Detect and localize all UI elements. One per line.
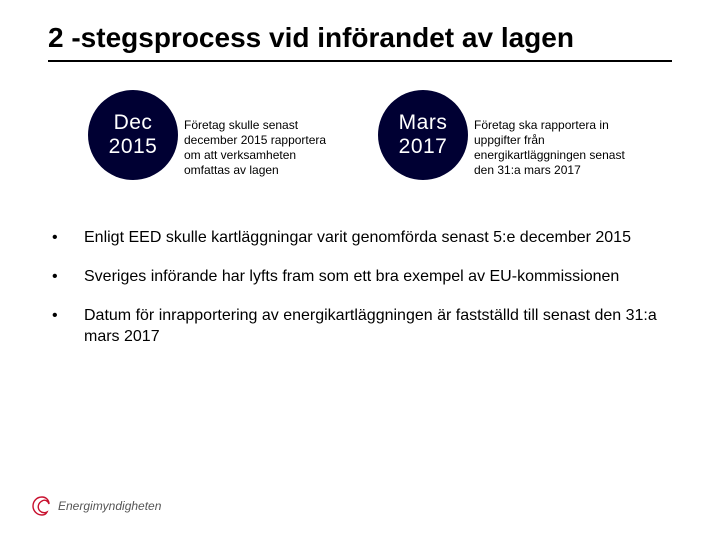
page-title: 2 -stegsprocess vid införandet av lagen <box>48 22 672 62</box>
bullet-text: Datum för inrapportering av energikartlä… <box>84 306 672 348</box>
bullet-marker: • <box>48 228 84 249</box>
step-2-circle: Mars 2017 <box>378 90 468 180</box>
logo-text: Energimyndigheten <box>58 499 161 513</box>
list-item: • Sveriges införande har lyfts fram som … <box>48 267 672 288</box>
step-1-circle: Dec 2015 <box>88 90 178 180</box>
steps-row: Dec 2015 Företag skulle senast december … <box>88 90 672 180</box>
bullet-list: • Enligt EED skulle kartläggningar varit… <box>48 228 672 347</box>
step-2-year: 2017 <box>399 135 448 159</box>
step-2: Mars 2017 Företag ska rapportera in uppg… <box>378 90 668 180</box>
slide: 2 -stegsprocess vid införandet av lagen … <box>0 0 720 347</box>
list-item: • Datum för inrapportering av energikart… <box>48 306 672 348</box>
step-1-desc: Företag skulle senast december 2015 rapp… <box>178 90 338 178</box>
bullet-marker: • <box>48 306 84 348</box>
logo-swirl-icon <box>30 494 54 518</box>
logo: Energimyndigheten <box>30 494 161 518</box>
step-1-year: 2015 <box>109 135 158 159</box>
step-1-month: Dec <box>114 111 153 135</box>
step-2-month: Mars <box>399 111 448 135</box>
step-2-desc: Företag ska rapportera in uppgifter från… <box>468 90 628 178</box>
bullet-text: Sveriges införande har lyfts fram som et… <box>84 267 672 288</box>
step-1: Dec 2015 Företag skulle senast december … <box>88 90 378 180</box>
bullet-text: Enligt EED skulle kartläggningar varit g… <box>84 228 672 249</box>
list-item: • Enligt EED skulle kartläggningar varit… <box>48 228 672 249</box>
bullet-marker: • <box>48 267 84 288</box>
